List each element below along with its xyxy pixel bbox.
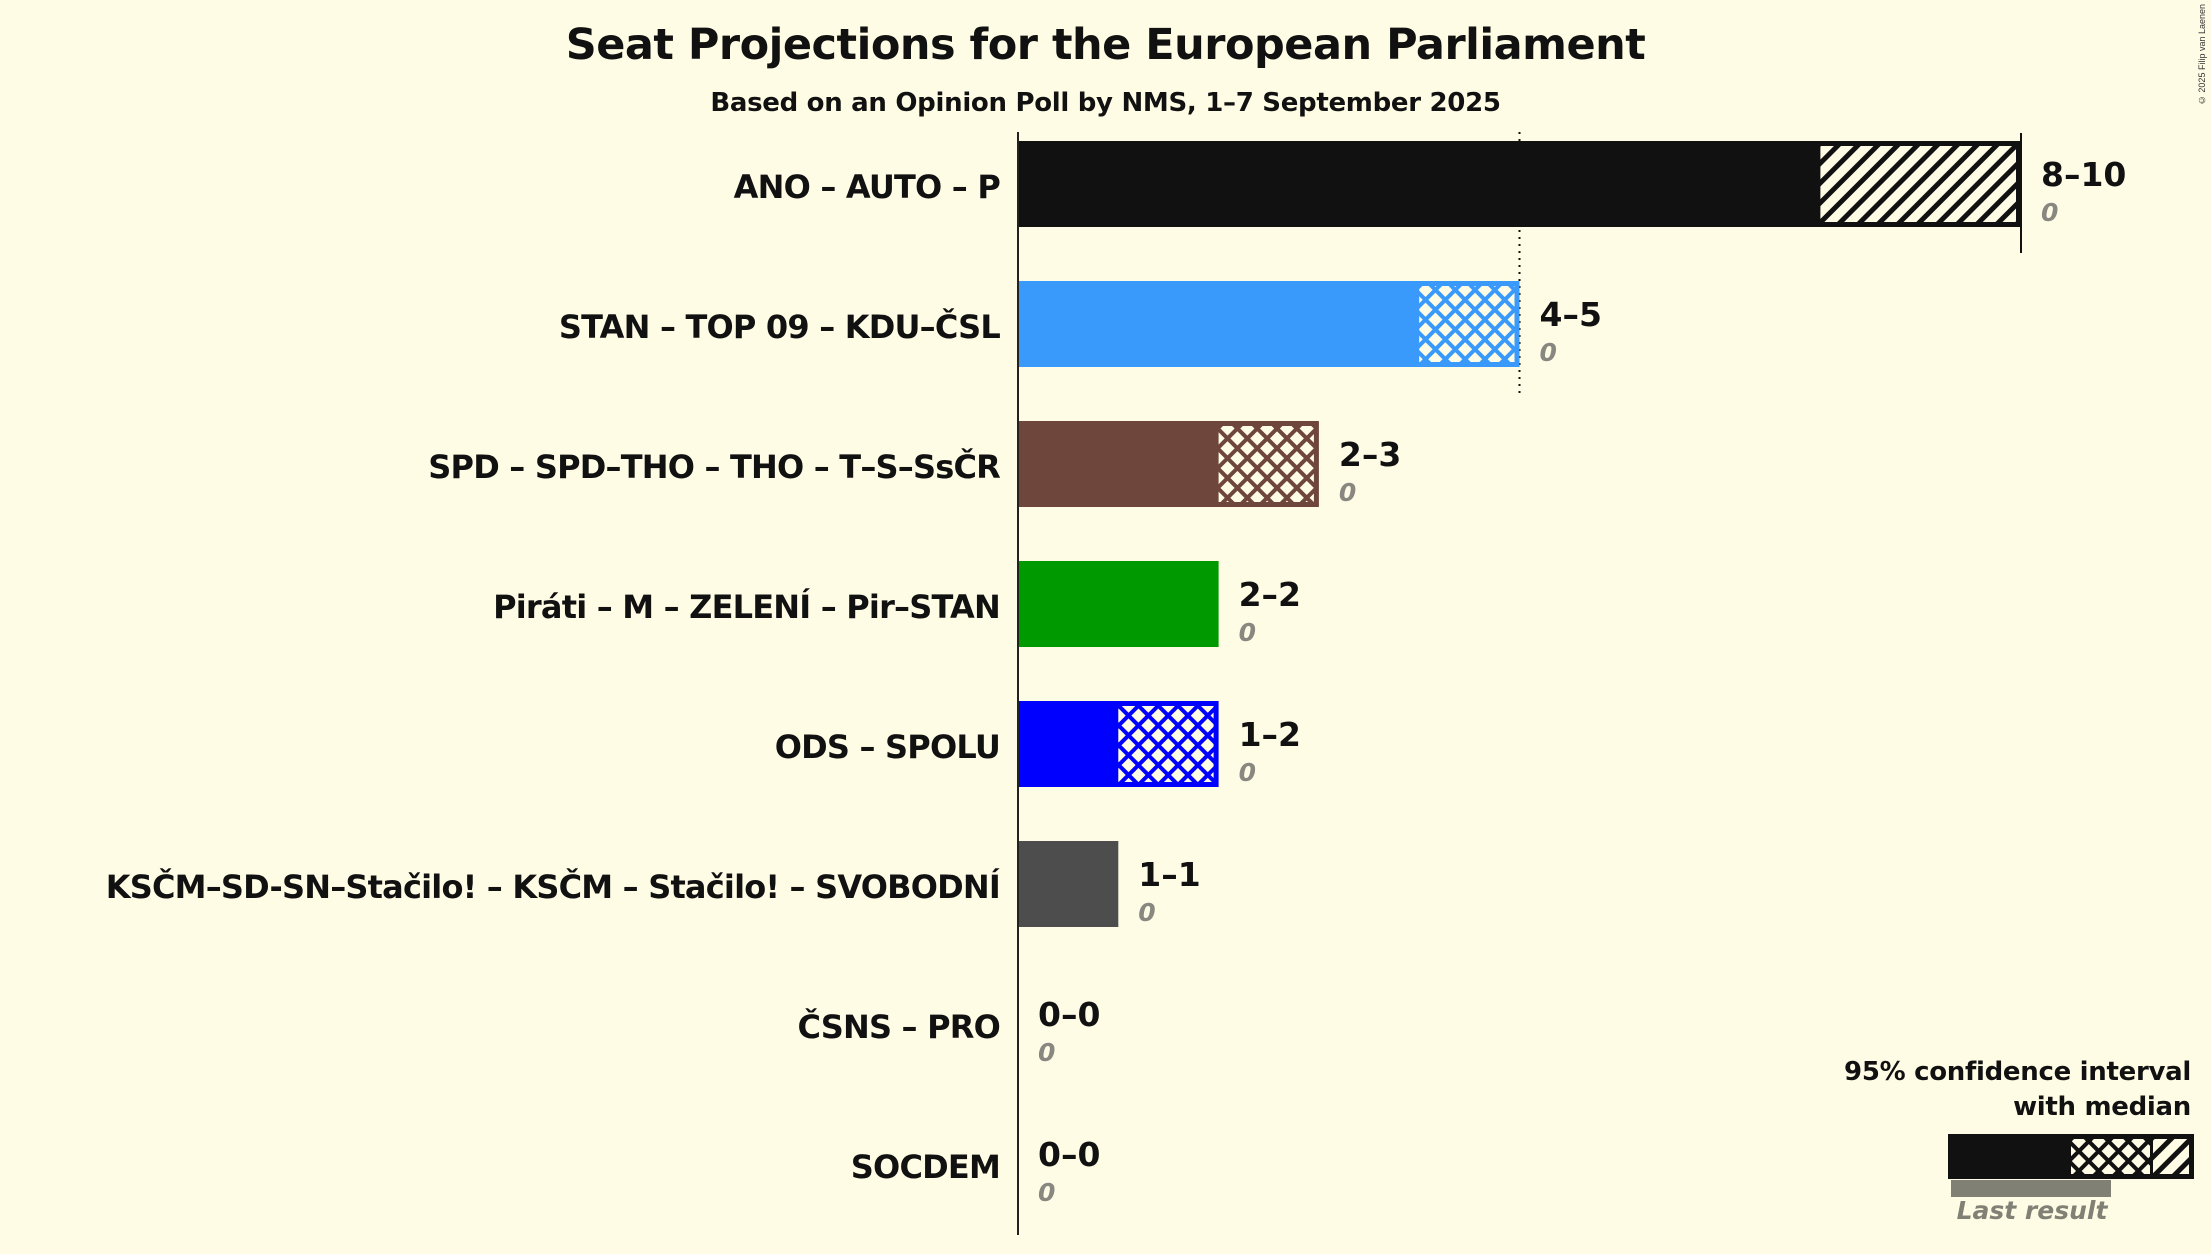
party-label: ANO – AUTO – P	[734, 168, 1001, 206]
party-label: Piráti – M – ZELENÍ – Pir–STAN	[493, 588, 1000, 626]
party-label: SOCDEM	[851, 1148, 1000, 1186]
party-row: KSČM–SD-SN–Stačilo! – KSČM – Stačilo! – …	[106, 841, 1201, 927]
party-row: SPD – SPD–THO – THO – T–S–SsČR 2–3 0	[428, 421, 1401, 507]
ci-bar	[1018, 561, 1219, 647]
party-label: SPD – SPD–THO – THO – T–S–SsČR	[428, 447, 1000, 486]
last-result-label: 0	[1339, 478, 1356, 507]
party-label: ČSNS – PRO	[797, 1007, 1000, 1046]
last-result-label: 0	[2041, 198, 2058, 227]
party-row: SOCDEM 0–0 0	[851, 1135, 1101, 1207]
range-label: 0–0	[1038, 995, 1100, 1034]
last-result-label: 0	[1239, 758, 1256, 787]
party-row: ODS – SPOLU 1–2 0	[775, 701, 1301, 787]
party-label: KSČM–SD-SN–Stačilo! – KSČM – Stačilo! – …	[106, 867, 1000, 906]
range-label: 2–3	[1339, 435, 1401, 474]
ci-bar	[1018, 841, 1119, 927]
last-result-label: 0	[1038, 1178, 1055, 1207]
range-label: 1–1	[1138, 855, 1200, 894]
range-label: 1–2	[1239, 715, 1301, 754]
last-result-label: 0	[1038, 1038, 1055, 1067]
party-label: ODS – SPOLU	[775, 728, 1000, 766]
ci-upper-hatch	[1118, 706, 1214, 782]
last-result-label: 0	[1239, 618, 1256, 647]
last-result-label: 0	[1138, 898, 1155, 927]
legend-title-line2: with median	[2013, 1092, 2191, 1122]
party-row: ČSNS – PRO 0–0 0	[797, 995, 1100, 1067]
party-label: STAN – TOP 09 – KDU–ČSL	[559, 307, 1001, 346]
ci-upper-hatch	[1218, 426, 1314, 502]
legend-title: 95% confidence interval with median	[1844, 1055, 2191, 1125]
last-result-label: 0	[1540, 338, 1557, 367]
legend-swatch	[1948, 1134, 2194, 1197]
chart-subtitle: Based on an Opinion Poll by NMS, 1–7 Sep…	[710, 88, 1501, 118]
chart-title: Seat Projections for the European Parlia…	[565, 20, 1646, 70]
range-label: 4–5	[1540, 295, 1602, 334]
party-row: ANO – AUTO – P 8–10 0	[734, 133, 2126, 253]
party-row: Piráti – M – ZELENÍ – Pir–STAN 2–2 0	[493, 561, 1301, 647]
ci-upper-hatch	[1820, 146, 2016, 222]
range-label: 2–2	[1239, 575, 1301, 614]
range-label: 0–0	[1038, 1135, 1100, 1174]
range-label: 8–10	[2041, 155, 2126, 194]
legend-title-line1: 95% confidence interval	[1844, 1057, 2191, 1087]
ci-upper-hatch	[1419, 286, 1515, 362]
party-row: STAN – TOP 09 – KDU–ČSL 4–5 0	[559, 281, 1602, 367]
legend-last-result-label: Last result	[1956, 1196, 2108, 1225]
